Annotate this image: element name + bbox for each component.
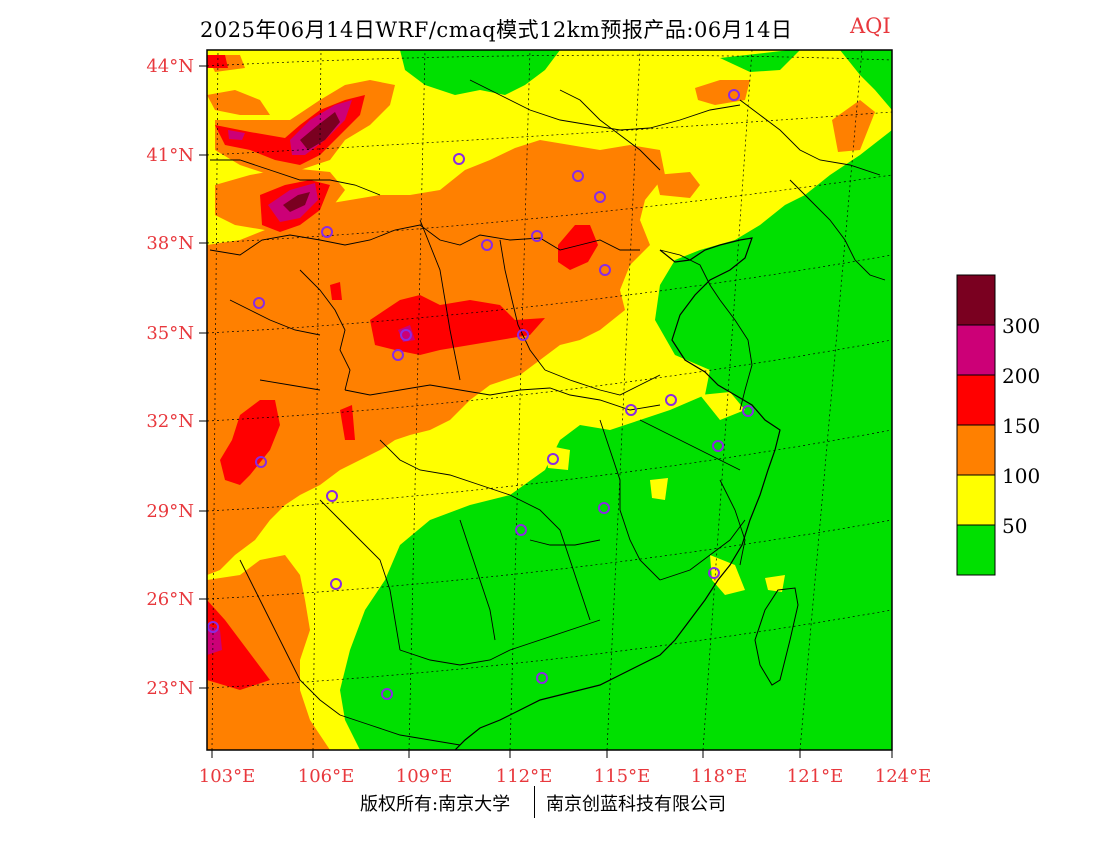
city-marker: [594, 191, 606, 203]
city-marker: [625, 404, 637, 416]
latitude-labels: 44°N 41°N 38°N 35°N 32°N 29°N 26°N 23°N: [146, 56, 194, 699]
aqi-good-north: [400, 50, 560, 95]
legend-label: 300: [1002, 314, 1040, 338]
longitude-ticks: [211, 750, 893, 758]
lat-tick-label: 44°N: [146, 56, 194, 77]
city-marker: [207, 621, 219, 633]
variable-label: AQI: [850, 14, 891, 38]
legend-swatch-moderate: [957, 475, 995, 525]
city-marker: [321, 226, 333, 238]
taiwan-outline: [754, 587, 799, 686]
lat-tick-label: 26°N: [146, 589, 194, 610]
city-marker: [253, 297, 265, 309]
map-title: 2025年06月14日WRF/cmaq模式12km预报产品:06月14日 AQI: [0, 10, 1100, 44]
city-markers: [207, 89, 754, 700]
legend-swatch-usg: [957, 425, 995, 475]
city-marker: [712, 440, 724, 452]
city-marker: [255, 456, 267, 468]
aqi-legend: 300 200 150 100 50: [956, 274, 1040, 576]
city-marker: [481, 239, 493, 251]
latitude-gridlines: [207, 54, 892, 689]
city-marker: [330, 578, 342, 590]
lon-tick-label: 118°E: [691, 766, 748, 787]
lon-tick-label: 109°E: [396, 766, 453, 787]
city-marker: [517, 329, 529, 341]
longitude-gridlines: [211, 50, 863, 750]
lon-tick-label: 103°E: [199, 766, 256, 787]
city-marker: [708, 567, 720, 579]
lon-tick-label: 124°E: [875, 766, 932, 787]
lat-tick-label: 35°N: [146, 323, 194, 344]
city-marker: [547, 453, 559, 465]
city-marker: [515, 524, 527, 536]
legend-swatch-good: [957, 525, 995, 575]
lon-tick-label: 115°E: [594, 766, 651, 787]
title-text: 2025年06月14日WRF/cmaq模式12km预报产品:06月14日: [200, 18, 793, 42]
legend-label: 200: [1002, 364, 1040, 388]
city-marker: [381, 688, 393, 700]
lon-tick-label: 121°E: [787, 766, 844, 787]
lat-tick-label: 29°N: [146, 501, 194, 522]
aqi-field: [207, 50, 892, 750]
legend-label: 50: [1002, 514, 1027, 538]
city-marker: [453, 153, 465, 165]
lon-tick-label: 112°E: [496, 766, 553, 787]
longitude-labels: 103°E 106°E 109°E 112°E 115°E 118°E 121°…: [199, 766, 932, 787]
city-marker: [598, 502, 610, 514]
city-marker: [392, 349, 404, 361]
city-marker: [665, 394, 677, 406]
copyright-footer: 版权所有:南京大学 南京创蓝科技有限公司: [0, 786, 1100, 818]
city-marker: [536, 672, 548, 684]
latitude-ticks: [199, 65, 207, 689]
legend-label: 150: [1002, 414, 1040, 438]
province-boundaries: [209, 79, 886, 746]
city-marker: [742, 405, 754, 417]
city-marker: [326, 490, 338, 502]
city-marker: [599, 264, 611, 276]
lat-tick-label: 41°N: [146, 145, 194, 166]
city-marker: [531, 230, 543, 242]
legend-swatch-hazardous: [957, 275, 995, 325]
city-marker: [572, 170, 584, 182]
lat-tick-label: 32°N: [146, 411, 194, 432]
lat-tick-label: 23°N: [146, 678, 194, 699]
aqi-usg-region: [207, 140, 665, 575]
city-marker: [728, 89, 740, 101]
copyright-company: 南京创蓝科技有限公司: [546, 794, 726, 815]
city-marker: [400, 329, 412, 341]
legend-swatch-unhealthy: [957, 375, 995, 425]
aqi-good-region: [340, 130, 892, 750]
aqi-hazardous-region: [300, 112, 340, 150]
copyright-separator: [534, 786, 535, 818]
copyright-owner: 版权所有:南京大学: [360, 794, 511, 815]
map-frame: [206, 49, 893, 751]
lat-tick-label: 38°N: [146, 233, 194, 254]
lon-tick-label: 106°E: [298, 766, 355, 787]
legend-swatch-very-unhealthy: [957, 325, 995, 375]
coastline: [454, 237, 781, 750]
legend-label: 100: [1002, 464, 1040, 488]
